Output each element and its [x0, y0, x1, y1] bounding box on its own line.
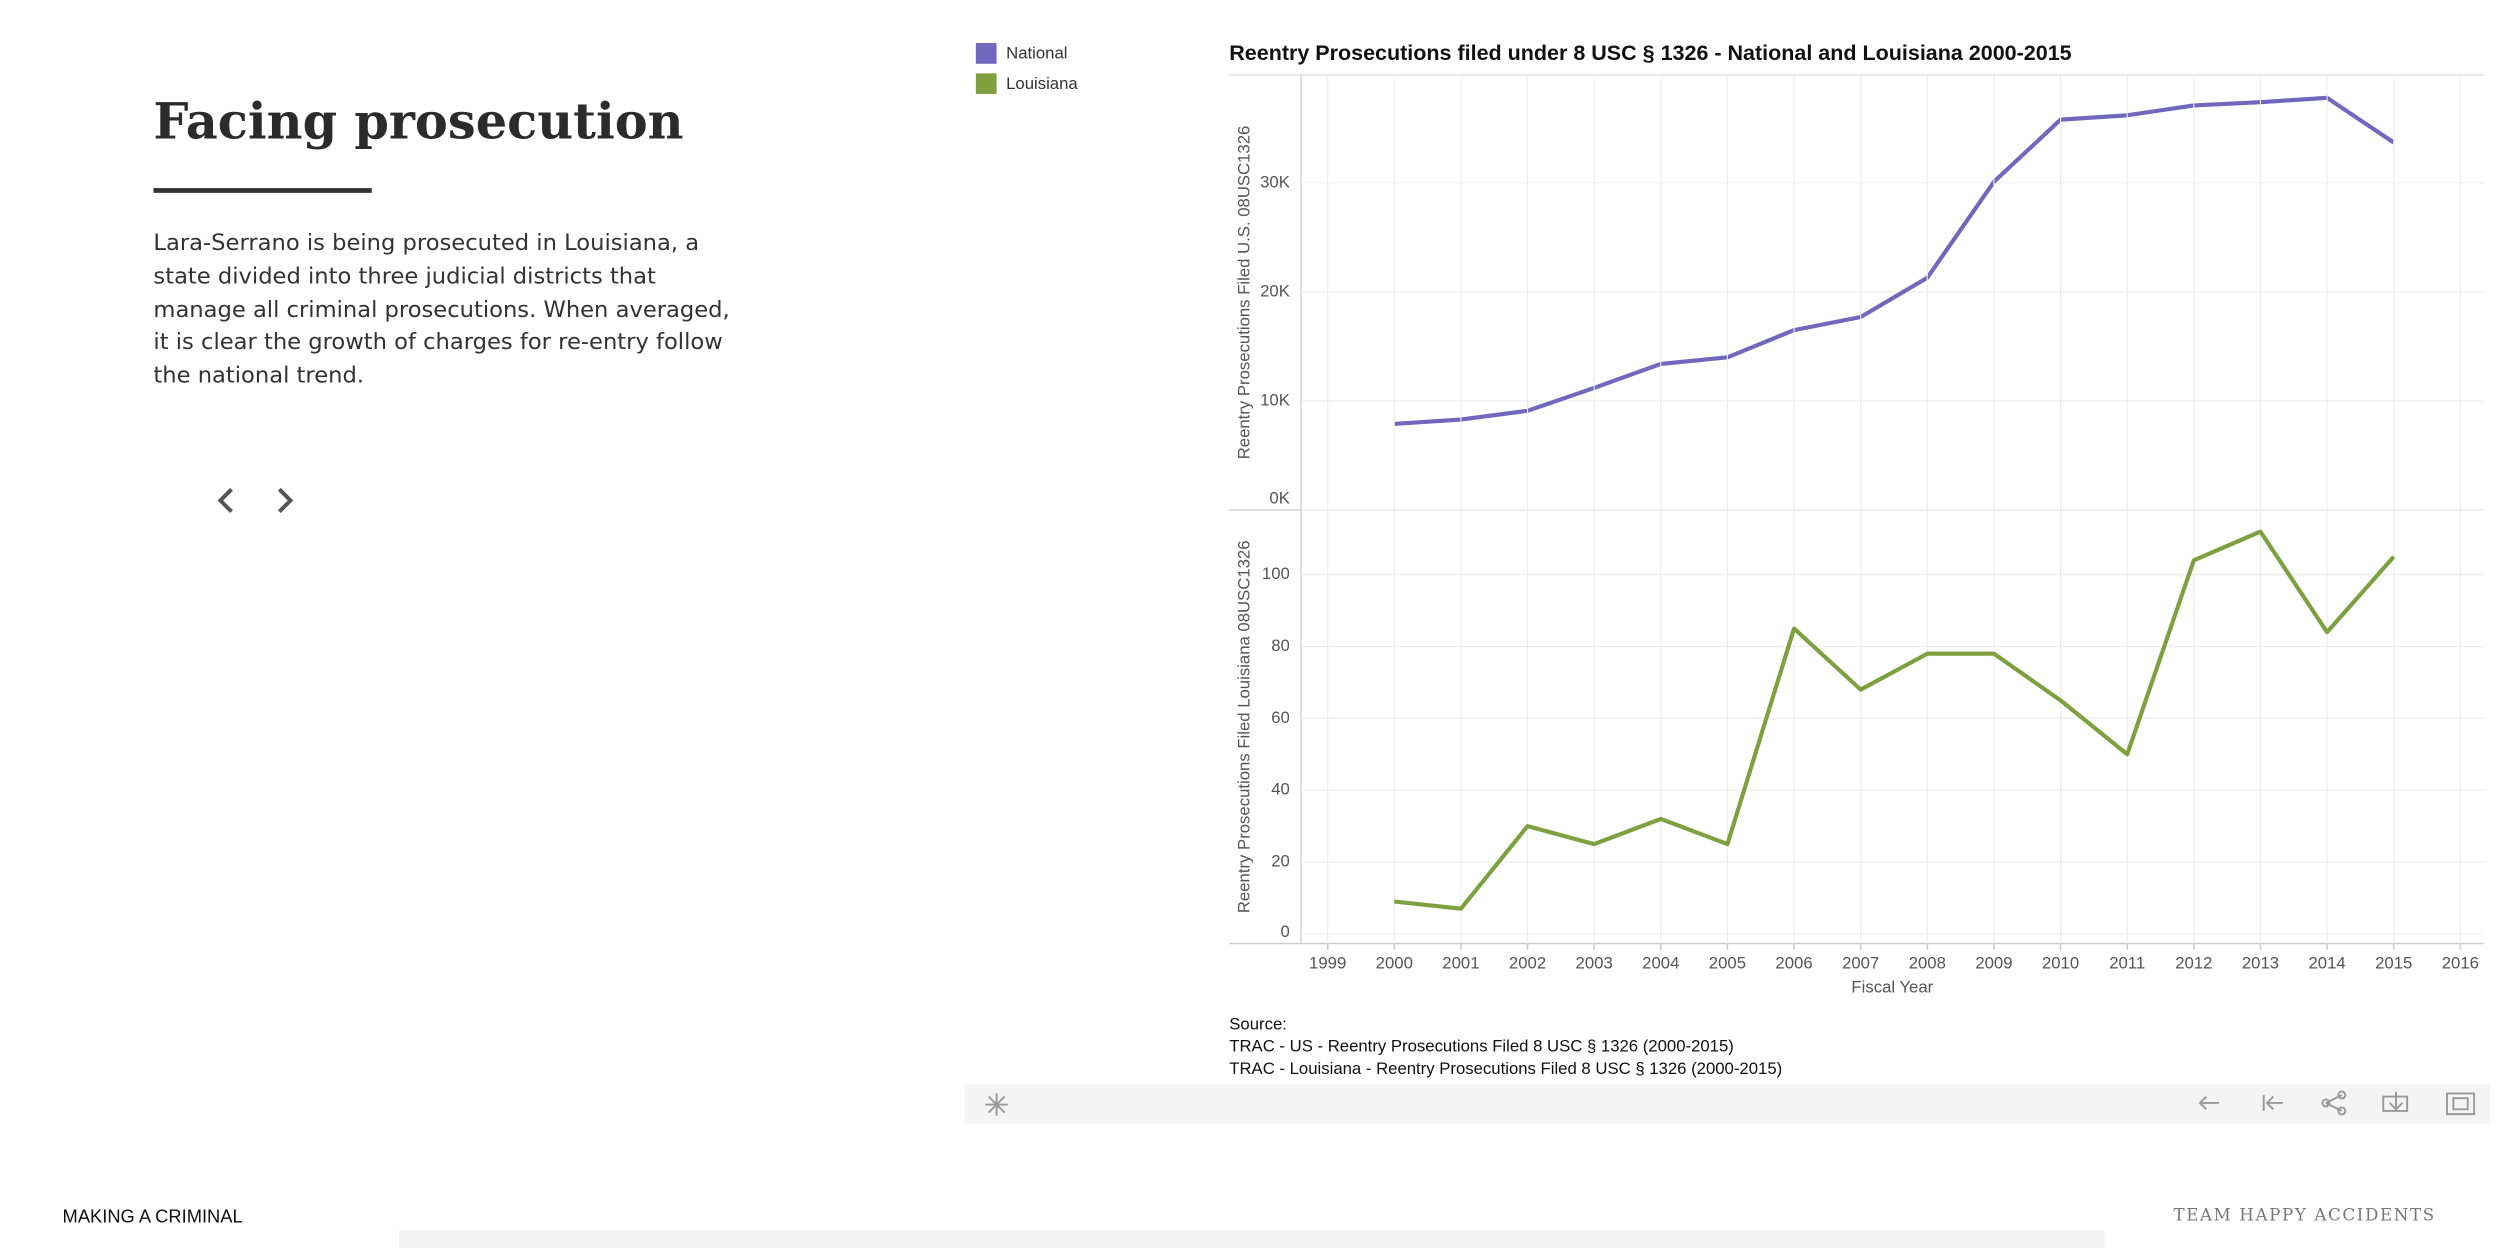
x-tick-label: 2001 [1442, 954, 1479, 973]
x-tick-label: 2003 [1576, 954, 1613, 973]
x-tick-label: 2004 [1642, 954, 1679, 973]
y-tick-label: 40 [1271, 780, 1290, 799]
prev-arrow[interactable] [217, 487, 233, 514]
x-tick-label: 2013 [2242, 954, 2279, 973]
x-tick-label: 1999 [1309, 954, 1346, 973]
footer-left: MAKING A CRIMINAL [63, 1206, 243, 1227]
y-tick-label: 30K [1260, 172, 1290, 191]
x-tick-label: 2011 [2109, 954, 2145, 973]
y-tick-label: 0K [1269, 488, 1289, 507]
revert-button[interactable] [2262, 1094, 2283, 1111]
x-tick-label: 2005 [1709, 954, 1746, 973]
y-tick-label: 20K [1260, 281, 1290, 300]
y-tick-label: 60 [1271, 708, 1290, 727]
y-tick-label: 10K [1260, 390, 1290, 409]
x-tick-label: 2016 [2442, 954, 2479, 973]
source-line: TRAC - US - Reentry Prosecutions Filed 8… [1229, 1037, 1734, 1056]
story-body: Lara-Serrano is being prosecuted in Loui… [153, 231, 730, 390]
x-tick-label: 2009 [1975, 954, 2012, 973]
y-tick-label: 100 [1262, 564, 1290, 583]
y-axis-label: Reentry Prosecutions Filed Louisiana 08U… [1235, 540, 1254, 913]
legend-swatch [975, 73, 997, 95]
chart-title: Reentry Prosecutions filed under 8 USC §… [1229, 41, 2071, 65]
undo-button[interactable] [2198, 1095, 2220, 1111]
story-content: Facing prosecution Lara-Serrano is being… [153, 92, 743, 393]
x-tick-label: 2000 [1376, 954, 1413, 973]
y-tick-label: 20 [1271, 851, 1290, 870]
x-tick-label: 2010 [2042, 954, 2079, 973]
x-tick-label: 2007 [1842, 954, 1879, 973]
x-tick-label: 2002 [1509, 954, 1546, 973]
y-axis-label: Reentry Prosecutions Filed U.S. 08USC132… [1235, 126, 1254, 460]
bottom-bar [398, 1230, 2105, 1248]
source-heading: Source: [1229, 1014, 1287, 1033]
toolbar-icons [985, 1090, 2476, 1116]
series-line [1394, 95, 2395, 426]
story: Facing prosecution Lara-Serrano is being… [153, 92, 743, 393]
download-button[interactable] [2382, 1091, 2409, 1112]
y-tick-label: 0 [1281, 922, 1290, 941]
x-tick-label: 2014 [2308, 954, 2345, 973]
x-tick-label: 2008 [1909, 954, 1946, 973]
legend-swatch [975, 43, 997, 64]
x-tick-label: 2012 [2175, 954, 2212, 973]
toolbar [964, 1083, 2491, 1124]
tableau-icon[interactable] [985, 1093, 1008, 1116]
footer-right: TEAM HAPPY ACCIDENTS [2173, 1205, 2435, 1225]
series-line [1394, 529, 2396, 911]
title-rule [153, 188, 372, 193]
legend-label: National [1006, 44, 1067, 63]
y-tick-label: 80 [1271, 636, 1290, 655]
next-arrow[interactable] [277, 487, 294, 514]
x-tick-label: 2015 [2375, 954, 2412, 973]
x-tick-label: 2006 [1775, 954, 1812, 973]
source-line: TRAC - Louisiana - Reentry Prosecutions … [1229, 1059, 1782, 1078]
story-title: Facing prosecution [153, 94, 684, 152]
fullscreen-button[interactable] [2446, 1092, 2476, 1116]
legend-label: Louisiana [1006, 74, 1078, 93]
x-axis-label: Fiscal Year [1851, 978, 1933, 997]
